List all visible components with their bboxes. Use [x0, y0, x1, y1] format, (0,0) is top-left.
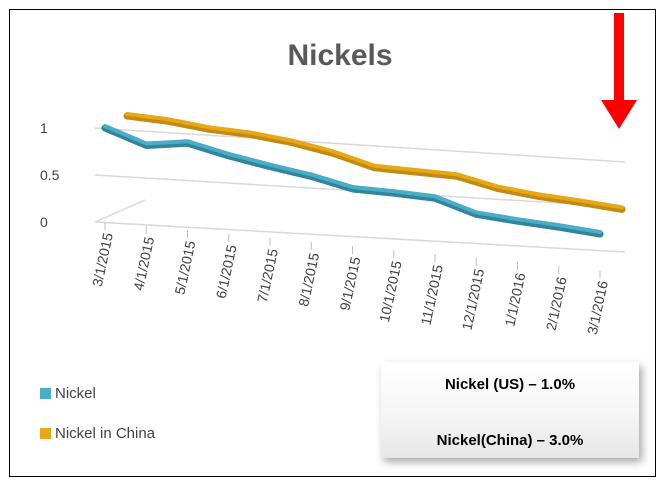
legend-item-nickel: Nickel — [40, 385, 96, 402]
y-tick-label: 1 — [40, 120, 48, 136]
legend-label-nickel-china: Nickel in China — [55, 425, 156, 442]
legend-label-nickel: Nickel — [55, 385, 96, 402]
x-tick-label: 6/1/2015 — [213, 243, 240, 300]
x-tick-label: 12/1/2015 — [459, 267, 488, 331]
y-axis-ticks: 00.51 — [40, 120, 60, 230]
down-arrow-shape — [601, 13, 637, 129]
x-tick-label: 7/1/2015 — [254, 247, 281, 304]
series-line-0 — [103, 124, 602, 234]
x-tick-label: 3/1/2015 — [89, 231, 116, 288]
x-tick-label: 8/1/2015 — [295, 251, 322, 308]
grid-line-0 — [94, 221, 626, 253]
x-tick-label: 11/1/2015 — [418, 263, 446, 326]
series-line-1 — [125, 112, 624, 210]
legend-swatch-nickel — [40, 388, 51, 399]
y-tick-label: 0.5 — [40, 167, 60, 183]
x-tick-label: 2/1/2016 — [543, 275, 570, 332]
callout-china-change: Nickel(China) – 3.0% — [436, 432, 584, 449]
y-tick-label: 0 — [40, 214, 48, 230]
legend-swatch-nickel-china — [40, 428, 51, 439]
x-axis-ticks: 3/1/2015 4/1/2015 5/1/2015 6/1/2015 7/1/2015… — [89, 222, 611, 336]
grid-line-2 — [94, 127, 626, 163]
grid-floor-edge — [94, 199, 146, 223]
down-arrow-icon — [601, 13, 637, 129]
callout-us-change: Nickel (US) – 1.0% — [444, 376, 576, 393]
x-tick-label: 3/1/2016 — [584, 279, 611, 336]
x-tick-label: 9/1/2015 — [336, 255, 363, 312]
series-lines — [101, 112, 626, 238]
x-tick-label: 10/1/2015 — [376, 259, 405, 323]
chart-title: Nickels — [287, 39, 392, 72]
legend-item-nickel-china: Nickel in China — [40, 425, 155, 442]
x-tick-label: 4/1/2015 — [130, 235, 157, 292]
callout-box: Nickel (US) – 1.0% Nickel(China) – 3.0% — [381, 362, 639, 458]
x-tick-label: 5/1/2015 — [171, 239, 198, 296]
x-tick-label: 1/1/2016 — [501, 271, 528, 328]
